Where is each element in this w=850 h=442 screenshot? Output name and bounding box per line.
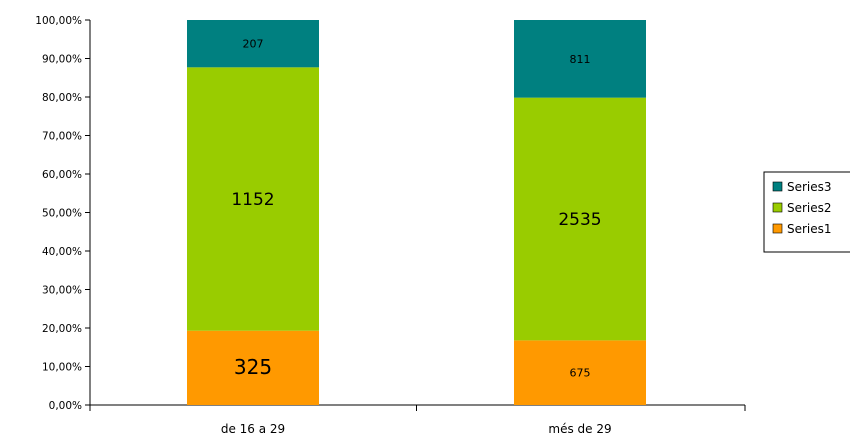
data-label: 325 [234, 355, 272, 379]
y-tick-label: 0,00% [49, 400, 82, 412]
legend-label: Series2 [787, 201, 832, 215]
x-category-label: de 16 a 29 [221, 422, 285, 436]
legend-swatch [772, 181, 783, 192]
data-label: 1152 [231, 190, 274, 210]
data-label: 811 [570, 53, 591, 66]
legend-label: Series3 [787, 180, 832, 194]
bar-segment [514, 340, 646, 405]
legend-swatch [772, 202, 783, 213]
data-label: 675 [570, 367, 591, 380]
y-tick-label: 80,00% [42, 92, 82, 104]
bar-segment [187, 330, 319, 405]
y-tick-label: 90,00% [42, 54, 82, 66]
y-tick-label: 40,00% [42, 246, 82, 258]
bar-segment [187, 67, 319, 331]
y-tick-label: 10,00% [42, 362, 82, 374]
bar-segment [187, 20, 319, 68]
bars: 325 1152 207 675 2535 811 [187, 20, 646, 405]
bar-segment [514, 97, 646, 341]
legend-label: Series1 [787, 222, 832, 236]
bar-segment [514, 20, 646, 98]
legend-swatch [772, 223, 783, 234]
y-tick-label: 50,00% [42, 208, 82, 220]
data-label: 2535 [558, 210, 601, 230]
y-tick-label: 20,00% [42, 323, 82, 335]
x-axis: de 16 a 29 més de 29 [89, 404, 746, 436]
x-category-label: més de 29 [548, 422, 611, 436]
y-tick-label: 100,00% [35, 15, 82, 27]
data-label: 207 [243, 38, 264, 51]
y-tick-label: 60,00% [42, 169, 82, 181]
y-tick-label: 30,00% [42, 285, 82, 297]
legend: Series3 Series2 Series1 [763, 171, 850, 253]
y-axis: 0,00% 10,00% 20,00% 30,00% 40,00% 50,00% 60,00… [35, 15, 91, 412]
y-tick-label: 70,00% [42, 131, 82, 143]
